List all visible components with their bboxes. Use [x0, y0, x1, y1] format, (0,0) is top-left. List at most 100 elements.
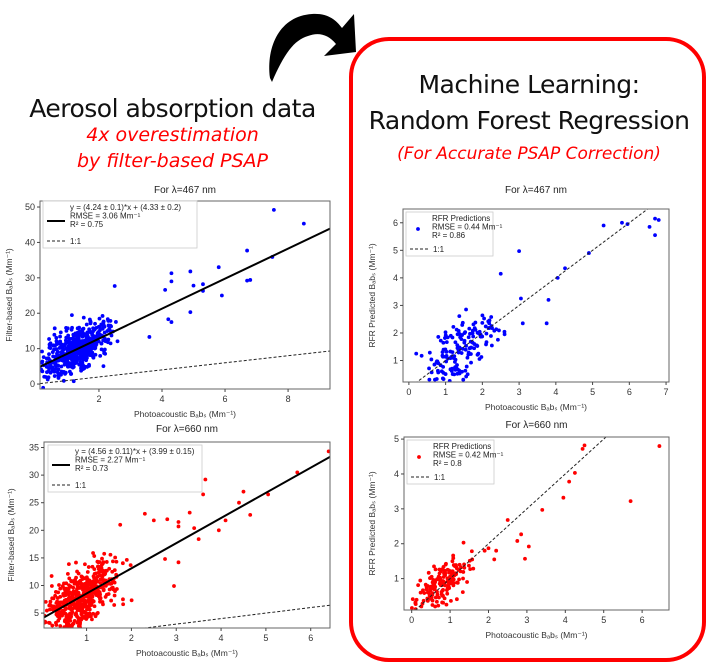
- data-point: [444, 340, 449, 345]
- y-axis-label: RFR Predicted Bₐbₛ (Mm⁻¹): [367, 471, 377, 576]
- data-point: [416, 583, 421, 588]
- data-point: [72, 619, 77, 623]
- data-point: [573, 471, 577, 475]
- data-point: [448, 577, 453, 582]
- data-point: [95, 574, 100, 579]
- y-tick-label: 10: [29, 581, 39, 591]
- data-point: [78, 622, 82, 627]
- right-title-1: Machine Learning:: [418, 70, 640, 99]
- data-point: [444, 349, 449, 354]
- data-point: [71, 585, 76, 590]
- x-tick-label: 2: [486, 615, 491, 625]
- data-point: [108, 319, 113, 323]
- data-point: [98, 353, 103, 358]
- data-point: [433, 578, 437, 583]
- data-point: [112, 284, 117, 288]
- data-point: [63, 618, 67, 622]
- data-point: [52, 347, 56, 352]
- legend-box: [47, 444, 203, 493]
- data-point: [465, 580, 469, 584]
- data-point: [62, 362, 67, 367]
- data-point: [44, 619, 47, 624]
- data-point: [462, 338, 467, 343]
- data-point: [441, 364, 446, 369]
- y-tick-label: 35: [29, 443, 39, 453]
- x-axis-label: Photoacoustic Bₐbₛ (Mm⁻¹): [486, 630, 588, 640]
- data-point: [464, 307, 468, 312]
- data-point: [441, 340, 446, 345]
- x-tick-label: 2: [480, 387, 485, 397]
- data-point: [237, 500, 241, 505]
- data-point: [83, 562, 87, 567]
- data-point: [454, 597, 459, 602]
- data-point: [468, 567, 473, 572]
- data-point: [450, 574, 454, 578]
- data-point: [55, 341, 59, 345]
- data-point: [69, 327, 74, 332]
- data-point: [434, 599, 439, 604]
- data-point: [79, 602, 84, 607]
- data-point: [79, 353, 84, 358]
- data-point: [87, 327, 92, 332]
- data-point: [520, 321, 525, 326]
- data-point: [89, 593, 94, 598]
- data-point: [176, 520, 181, 524]
- data-point: [56, 376, 61, 380]
- data-point: [76, 618, 81, 623]
- data-point: [75, 615, 80, 620]
- chart-title: For λ=660 nm: [156, 424, 218, 435]
- data-point: [433, 377, 437, 382]
- data-point: [463, 368, 468, 373]
- data-point: [81, 357, 85, 362]
- data-point: [245, 278, 249, 283]
- data-point: [70, 607, 75, 611]
- x-tick-label: 7: [664, 387, 669, 397]
- data-point: [57, 583, 61, 587]
- data-point: [85, 570, 90, 574]
- data-point: [424, 587, 429, 592]
- data-point: [110, 585, 115, 590]
- legend-text: y = (4.24 ± 0.1)*x + (4.33 ± 0.2): [70, 203, 181, 212]
- data-point: [53, 362, 58, 367]
- data-point: [432, 587, 437, 592]
- data-point: [121, 602, 126, 607]
- data-point: [47, 337, 51, 341]
- legend-text: RMSE = 0.42 Mm⁻¹: [433, 451, 504, 460]
- data-point: [75, 569, 79, 574]
- data-point: [163, 287, 168, 292]
- data-point: [436, 335, 441, 339]
- data-point: [454, 327, 459, 332]
- data-point: [519, 296, 523, 301]
- data-point: [455, 371, 460, 376]
- data-point: [83, 585, 88, 590]
- data-point: [421, 588, 425, 593]
- data-point: [106, 323, 111, 328]
- data-point: [88, 596, 93, 601]
- curved-arrow-icon: [266, 6, 360, 83]
- data-point: [92, 567, 97, 572]
- data-point: [109, 333, 114, 338]
- data-point: [65, 348, 70, 353]
- data-point: [101, 348, 106, 353]
- data-point: [582, 443, 587, 448]
- data-point: [471, 334, 476, 339]
- data-point: [58, 624, 63, 628]
- data-point: [66, 341, 71, 346]
- data-point: [601, 223, 606, 228]
- data-point: [464, 343, 468, 348]
- data-point: [216, 265, 221, 270]
- data-point: [74, 605, 78, 610]
- data-point: [191, 283, 196, 288]
- left-title: Aerosol absorption data: [29, 94, 316, 123]
- data-point: [67, 576, 72, 581]
- data-point: [52, 326, 57, 331]
- x-tick-label: 2: [96, 394, 101, 404]
- one-to-one-line: [140, 604, 330, 628]
- data-point: [102, 551, 107, 556]
- data-point: [87, 362, 91, 367]
- x-tick-label: 0: [406, 387, 411, 397]
- data-point: [48, 602, 52, 607]
- data-point: [90, 343, 95, 348]
- data-point: [66, 356, 70, 360]
- data-point: [480, 313, 485, 318]
